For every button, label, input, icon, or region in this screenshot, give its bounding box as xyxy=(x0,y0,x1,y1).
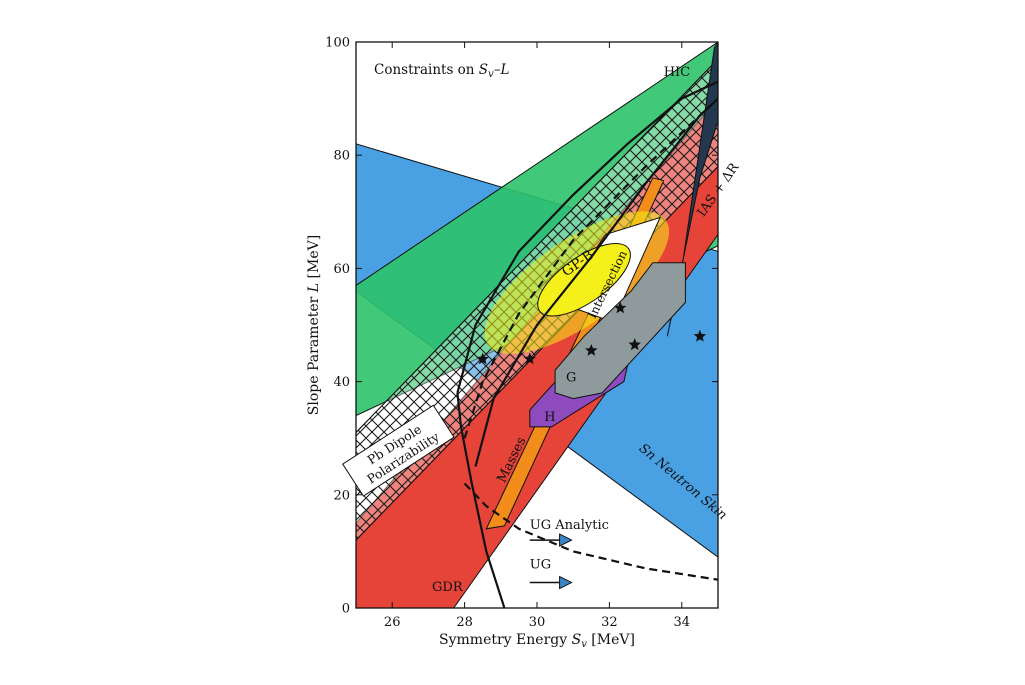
region-hic xyxy=(356,42,718,417)
x-axis-label: Symmetry Energy Sv [MeV] xyxy=(439,632,635,650)
star-marker xyxy=(628,338,641,351)
star-marker xyxy=(614,301,627,314)
y-tick-label: 80 xyxy=(333,149,350,164)
star-marker xyxy=(585,344,598,356)
label-h: H xyxy=(544,410,555,425)
star-marker xyxy=(523,352,536,365)
y-axis-label: Slope Parameter L [MeV] xyxy=(306,235,322,415)
star-marker xyxy=(693,329,707,342)
curve-ug_dashed xyxy=(463,97,718,439)
curve-ug_solid_upper xyxy=(456,80,718,394)
y-tick-label: 0 xyxy=(342,602,350,617)
chart-title: Constraints on Sv–L xyxy=(374,62,509,80)
y-tick-label: 60 xyxy=(333,262,350,277)
y-tick-label: 100 xyxy=(325,36,350,51)
label-ug_analytic: UG Analytic xyxy=(530,518,609,533)
y-tick-label: 40 xyxy=(333,375,350,390)
x-tick-label: 34 xyxy=(674,615,691,630)
star-marker xyxy=(476,352,489,365)
x-tick-label: 26 xyxy=(384,615,401,630)
label-ug: UG xyxy=(530,557,551,572)
curve-ug_solid_lower xyxy=(456,392,506,608)
label-gdr: GDR xyxy=(432,580,464,595)
label-g: G xyxy=(566,371,576,386)
arrow-head xyxy=(559,575,573,590)
label-hic: HIC xyxy=(664,65,690,80)
x-tick-label: 28 xyxy=(456,615,473,630)
curve-ug_analytic_tail xyxy=(463,482,718,581)
x-tick-label: 32 xyxy=(601,615,618,630)
x-axis-ticks: 26 28 30 32 34 xyxy=(384,42,690,630)
y-axis-ticks: 0 20 40 60 80 100 xyxy=(325,36,718,617)
x-tick-label: 30 xyxy=(529,615,546,630)
region-gp-b xyxy=(537,242,631,317)
ug-arrows xyxy=(529,533,573,590)
region-g xyxy=(554,262,686,400)
plot-layers xyxy=(356,42,718,608)
y-tick-label: 20 xyxy=(333,488,350,503)
ug-curves xyxy=(456,80,718,608)
pb-dipole-label-box xyxy=(342,404,455,497)
arrow-head xyxy=(559,533,573,547)
star-markers xyxy=(476,301,707,365)
